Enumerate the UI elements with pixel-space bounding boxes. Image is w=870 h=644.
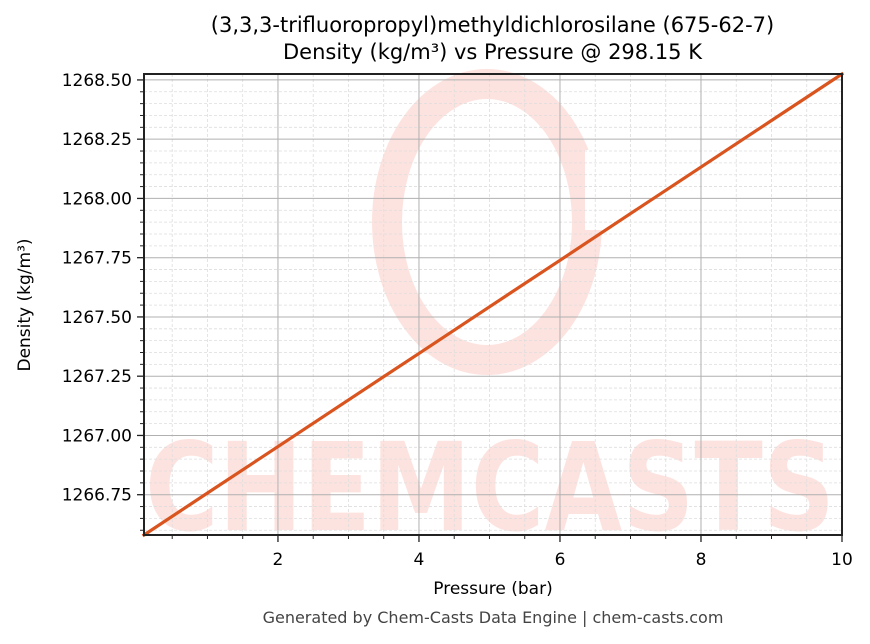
axis-ticks: 2 4 6 8 10 1266.75 1267.00 1267.25 1267.50 1267.7… [62, 71, 853, 570]
y-tick-label: 1267.50 [62, 308, 132, 328]
chart-title-line1: (3,3,3-trifluoropropyl)methyldichlorosil… [210, 13, 775, 37]
footer-credit: Generated by Chem-Casts Data Engine | ch… [262, 608, 724, 627]
svg-text:CHEMCASTS: CHEMCASTS [145, 417, 835, 559]
series-line [141, 71, 845, 538]
x-axis-label: Pressure (bar) [433, 579, 552, 599]
major-gridlines [144, 74, 843, 535]
axes-frame [143, 73, 843, 536]
y-axis-label: Density (kg/m³) [15, 238, 35, 371]
x-tick-label: 6 [555, 550, 566, 570]
y-tick-label: 1267.25 [62, 367, 132, 387]
y-tick-label: 1267.00 [62, 426, 132, 446]
y-tick-label: 1267.75 [62, 249, 132, 269]
y-tick-label: 1266.75 [62, 486, 132, 506]
x-tick-label: 4 [414, 550, 425, 570]
x-tick-label: 2 [273, 550, 284, 570]
x-tick-label: 10 [831, 550, 853, 570]
chart-title-line2: Density (kg/m³) vs Pressure @ 298.15 K [282, 40, 702, 64]
y-tick-label: 1268.25 [62, 130, 132, 150]
chemcasts-watermark: CHEMCASTS [145, 69, 835, 559]
y-tick-label: 1268.00 [62, 189, 132, 209]
x-tick-label: 8 [696, 550, 707, 570]
density-line [141, 71, 845, 538]
y-tick-label: 1268.50 [62, 71, 132, 91]
minor-gridlines [144, 74, 842, 535]
